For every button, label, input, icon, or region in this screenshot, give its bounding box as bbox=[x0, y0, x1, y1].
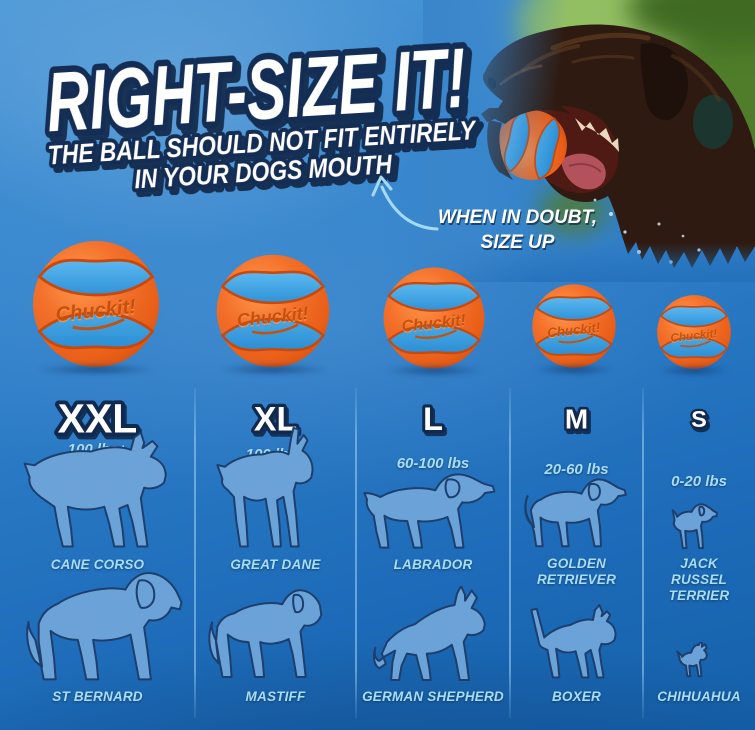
ball-xxl: Chuckit! Chuckit! bbox=[31, 239, 161, 376]
ball-shadow bbox=[385, 364, 483, 377]
dog-silhouette-mastiff bbox=[203, 583, 333, 680]
column-divider bbox=[194, 388, 196, 718]
breed-label: BOXER bbox=[551, 689, 601, 704]
breed-label: GERMAN SHEPHERD bbox=[362, 689, 504, 704]
size-column-m: M 20-60 lbs GOLDEN RETRIEVER BOXER bbox=[510, 385, 643, 730]
size-column-xxl: XXL 100 lbs+ CANE CORSO ST BERNARD bbox=[0, 385, 195, 730]
size-column-s: S 0-20 lbs JACK RUSSEL TERRIER CHIHUAHUA bbox=[643, 385, 755, 730]
size-label-m: M bbox=[562, 401, 591, 437]
breed-label: GREAT DANE bbox=[230, 557, 321, 572]
svg-text:S: S bbox=[691, 406, 707, 432]
breed-label: LABRADOR bbox=[393, 557, 473, 572]
column-divider bbox=[355, 388, 357, 718]
svg-text:XXL: XXL bbox=[58, 396, 138, 442]
size-up-tip: WHEN IN DOUBT, SIZE UP bbox=[425, 206, 610, 255]
weight-range: 20-60 lbs bbox=[544, 461, 609, 478]
breed-label: JACK RUSSEL TERRIER bbox=[668, 556, 730, 603]
ball-m: Chuckit! Chuckit! bbox=[531, 283, 617, 376]
dog-silhouette-cane-corso bbox=[18, 429, 184, 550]
dog-silhouette-jack-russel bbox=[667, 502, 730, 553]
svg-text:M: M bbox=[565, 403, 588, 434]
brand-logo: Chuckit! bbox=[546, 320, 601, 341]
title-block: RIGHT-SIZE IT! THE BALL SHOULD NOT FIT E… bbox=[37, 24, 482, 198]
ball-xl: Chuckit! Chuckit! bbox=[215, 253, 331, 376]
dog-silhouette-golden-retriever bbox=[520, 477, 628, 551]
dog-silhouette-german-shepherd bbox=[370, 586, 502, 683]
tip-line1: WHEN IN DOUBT, bbox=[437, 207, 598, 228]
column-divider bbox=[642, 388, 644, 718]
ball-s: Chuckit! Chuckit! bbox=[656, 294, 732, 377]
dog-silhouette-labrador bbox=[363, 473, 497, 553]
breed-label: MASTIFF bbox=[245, 689, 306, 704]
size-label-s: S bbox=[689, 404, 709, 434]
weight-range: 0-20 lbs bbox=[671, 473, 727, 490]
dog-silhouette-chihuahua bbox=[673, 642, 721, 681]
curved-arrow-icon bbox=[371, 175, 439, 231]
ball-shadow bbox=[658, 364, 730, 377]
breed-label: GOLDEN RETRIEVER bbox=[536, 556, 617, 587]
ball-shadow bbox=[533, 363, 615, 376]
breed-label: CHIHUAHUA bbox=[657, 689, 741, 704]
dog-silhouette-great-dane bbox=[211, 426, 338, 550]
dog-silhouette-st-bernard bbox=[20, 568, 190, 683]
breed-label: ST BERNARD bbox=[52, 689, 143, 704]
ball-shadow bbox=[34, 363, 158, 376]
tip-line2: SIZE UP bbox=[480, 231, 555, 253]
brand-logo: Chuckit! bbox=[670, 327, 718, 345]
size-column-xl: XL 100 lbs+ GREAT DANE MASTIFF bbox=[195, 385, 356, 730]
svg-text:L: L bbox=[423, 401, 443, 437]
size-column-l: L 60-100 lbs LABRADOR GERMAN SHEPHERD bbox=[356, 385, 510, 730]
ball-shadow bbox=[218, 363, 328, 376]
brand-logo: Chuckit! bbox=[670, 328, 718, 346]
size-label-l: L bbox=[420, 398, 446, 440]
size-label-xxl: XXL bbox=[54, 396, 141, 442]
ball-l: Chuckit! Chuckit! bbox=[382, 266, 486, 377]
weight-range: 60-100 lbs bbox=[396, 455, 470, 472]
brand-logo: Chuckit! bbox=[547, 321, 602, 342]
column-divider bbox=[509, 388, 511, 718]
dog-silhouette-boxer bbox=[527, 600, 635, 680]
breed-label: CANE CORSO bbox=[50, 557, 145, 572]
